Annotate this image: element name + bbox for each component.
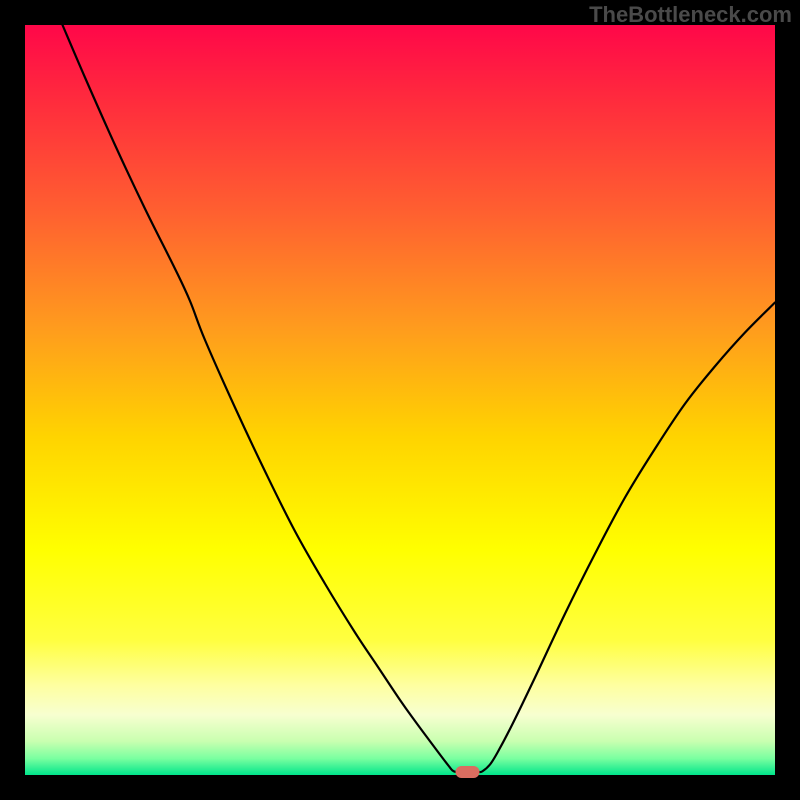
optimum-marker bbox=[456, 766, 480, 778]
watermark-text: TheBottleneck.com bbox=[589, 2, 792, 28]
plot-background bbox=[25, 25, 775, 775]
chart-container: TheBottleneck.com bbox=[0, 0, 800, 800]
bottleneck-chart bbox=[0, 0, 800, 800]
